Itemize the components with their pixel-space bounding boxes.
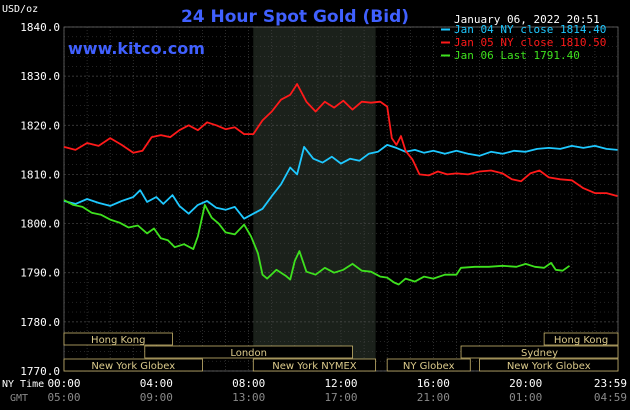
website-link[interactable]: www.kitco.com — [68, 39, 205, 58]
y-tick-label: 1820.0 — [20, 119, 60, 132]
x-tick-label-nytime: 08:00 — [232, 377, 265, 390]
market-session-label: NY Globex — [403, 361, 455, 372]
y-tick-label: 1810.0 — [20, 168, 60, 181]
market-session-bar — [63, 332, 173, 346]
timestamp: January 06, 2022 20:51 — [454, 13, 600, 26]
market-session-label: New York NYMEX — [272, 361, 357, 372]
y-tick-label: 1840.0 — [20, 21, 60, 34]
x-axis-label-gmt: GMT — [10, 393, 28, 404]
market-session-bar — [144, 345, 353, 359]
x-tick-label-gmt: 17:00 — [324, 391, 357, 404]
x-axis-label-nytime: NY Time — [2, 379, 44, 390]
market-session-label: New York Globex — [91, 361, 175, 372]
x-tick-label-nytime: 20:00 — [509, 377, 542, 390]
y-tick-label: 1830.0 — [20, 70, 60, 83]
market-session-bar — [479, 358, 619, 372]
x-tick-label-gmt: 04:59 — [594, 391, 627, 404]
y-tick-label: 1770.0 — [20, 365, 60, 378]
x-tick-label-gmt: 05:00 — [47, 391, 80, 404]
series-line-3 — [63, 199, 571, 286]
series-line-2 — [63, 83, 618, 197]
y-tick-label: 1790.0 — [20, 267, 60, 280]
market-session-label: Hong Kong — [91, 335, 145, 346]
x-tick-label-gmt: 09:00 — [140, 391, 173, 404]
x-tick-label-nytime: 00:00 — [47, 377, 80, 390]
y-unit-label: USD/oz — [2, 4, 38, 15]
chart-title: 24 Hour Spot Gold (Bid) — [181, 7, 409, 27]
x-tick-label-nytime: 04:00 — [140, 377, 173, 390]
x-tick-label-gmt: 13:00 — [232, 391, 265, 404]
market-session-label: New York Globex — [507, 361, 591, 372]
market-session-label: Sydney — [521, 348, 558, 359]
market-session-bar — [252, 358, 377, 372]
x-tick-label-gmt: 21:00 — [417, 391, 450, 404]
market-session-bar — [63, 358, 203, 372]
legend-entry: Jan 05 NY close 1810.50 — [454, 36, 606, 49]
x-tick-label-nytime: 23:59 — [594, 377, 627, 390]
y-tick-label: 1780.0 — [20, 316, 60, 329]
x-tick-label-nytime: 16:00 — [417, 377, 450, 390]
y-tick-label: 1800.0 — [20, 218, 60, 231]
legend-entry: Jan 06 Last 1791.40 — [454, 49, 580, 62]
series-line-1 — [63, 144, 618, 220]
market-session-bar — [386, 358, 471, 372]
x-tick-label-gmt: 01:00 — [509, 391, 542, 404]
market-session-label: Hong Kong — [554, 335, 608, 346]
legend-entry: Jan 04 NY close 1814.40 — [454, 23, 606, 36]
market-session-bar — [543, 332, 619, 346]
market-session-label: London — [230, 348, 267, 359]
x-tick-label-nytime: 12:00 — [324, 377, 357, 390]
ny-session-shade — [253, 27, 376, 371]
market-session-bar — [460, 345, 619, 359]
